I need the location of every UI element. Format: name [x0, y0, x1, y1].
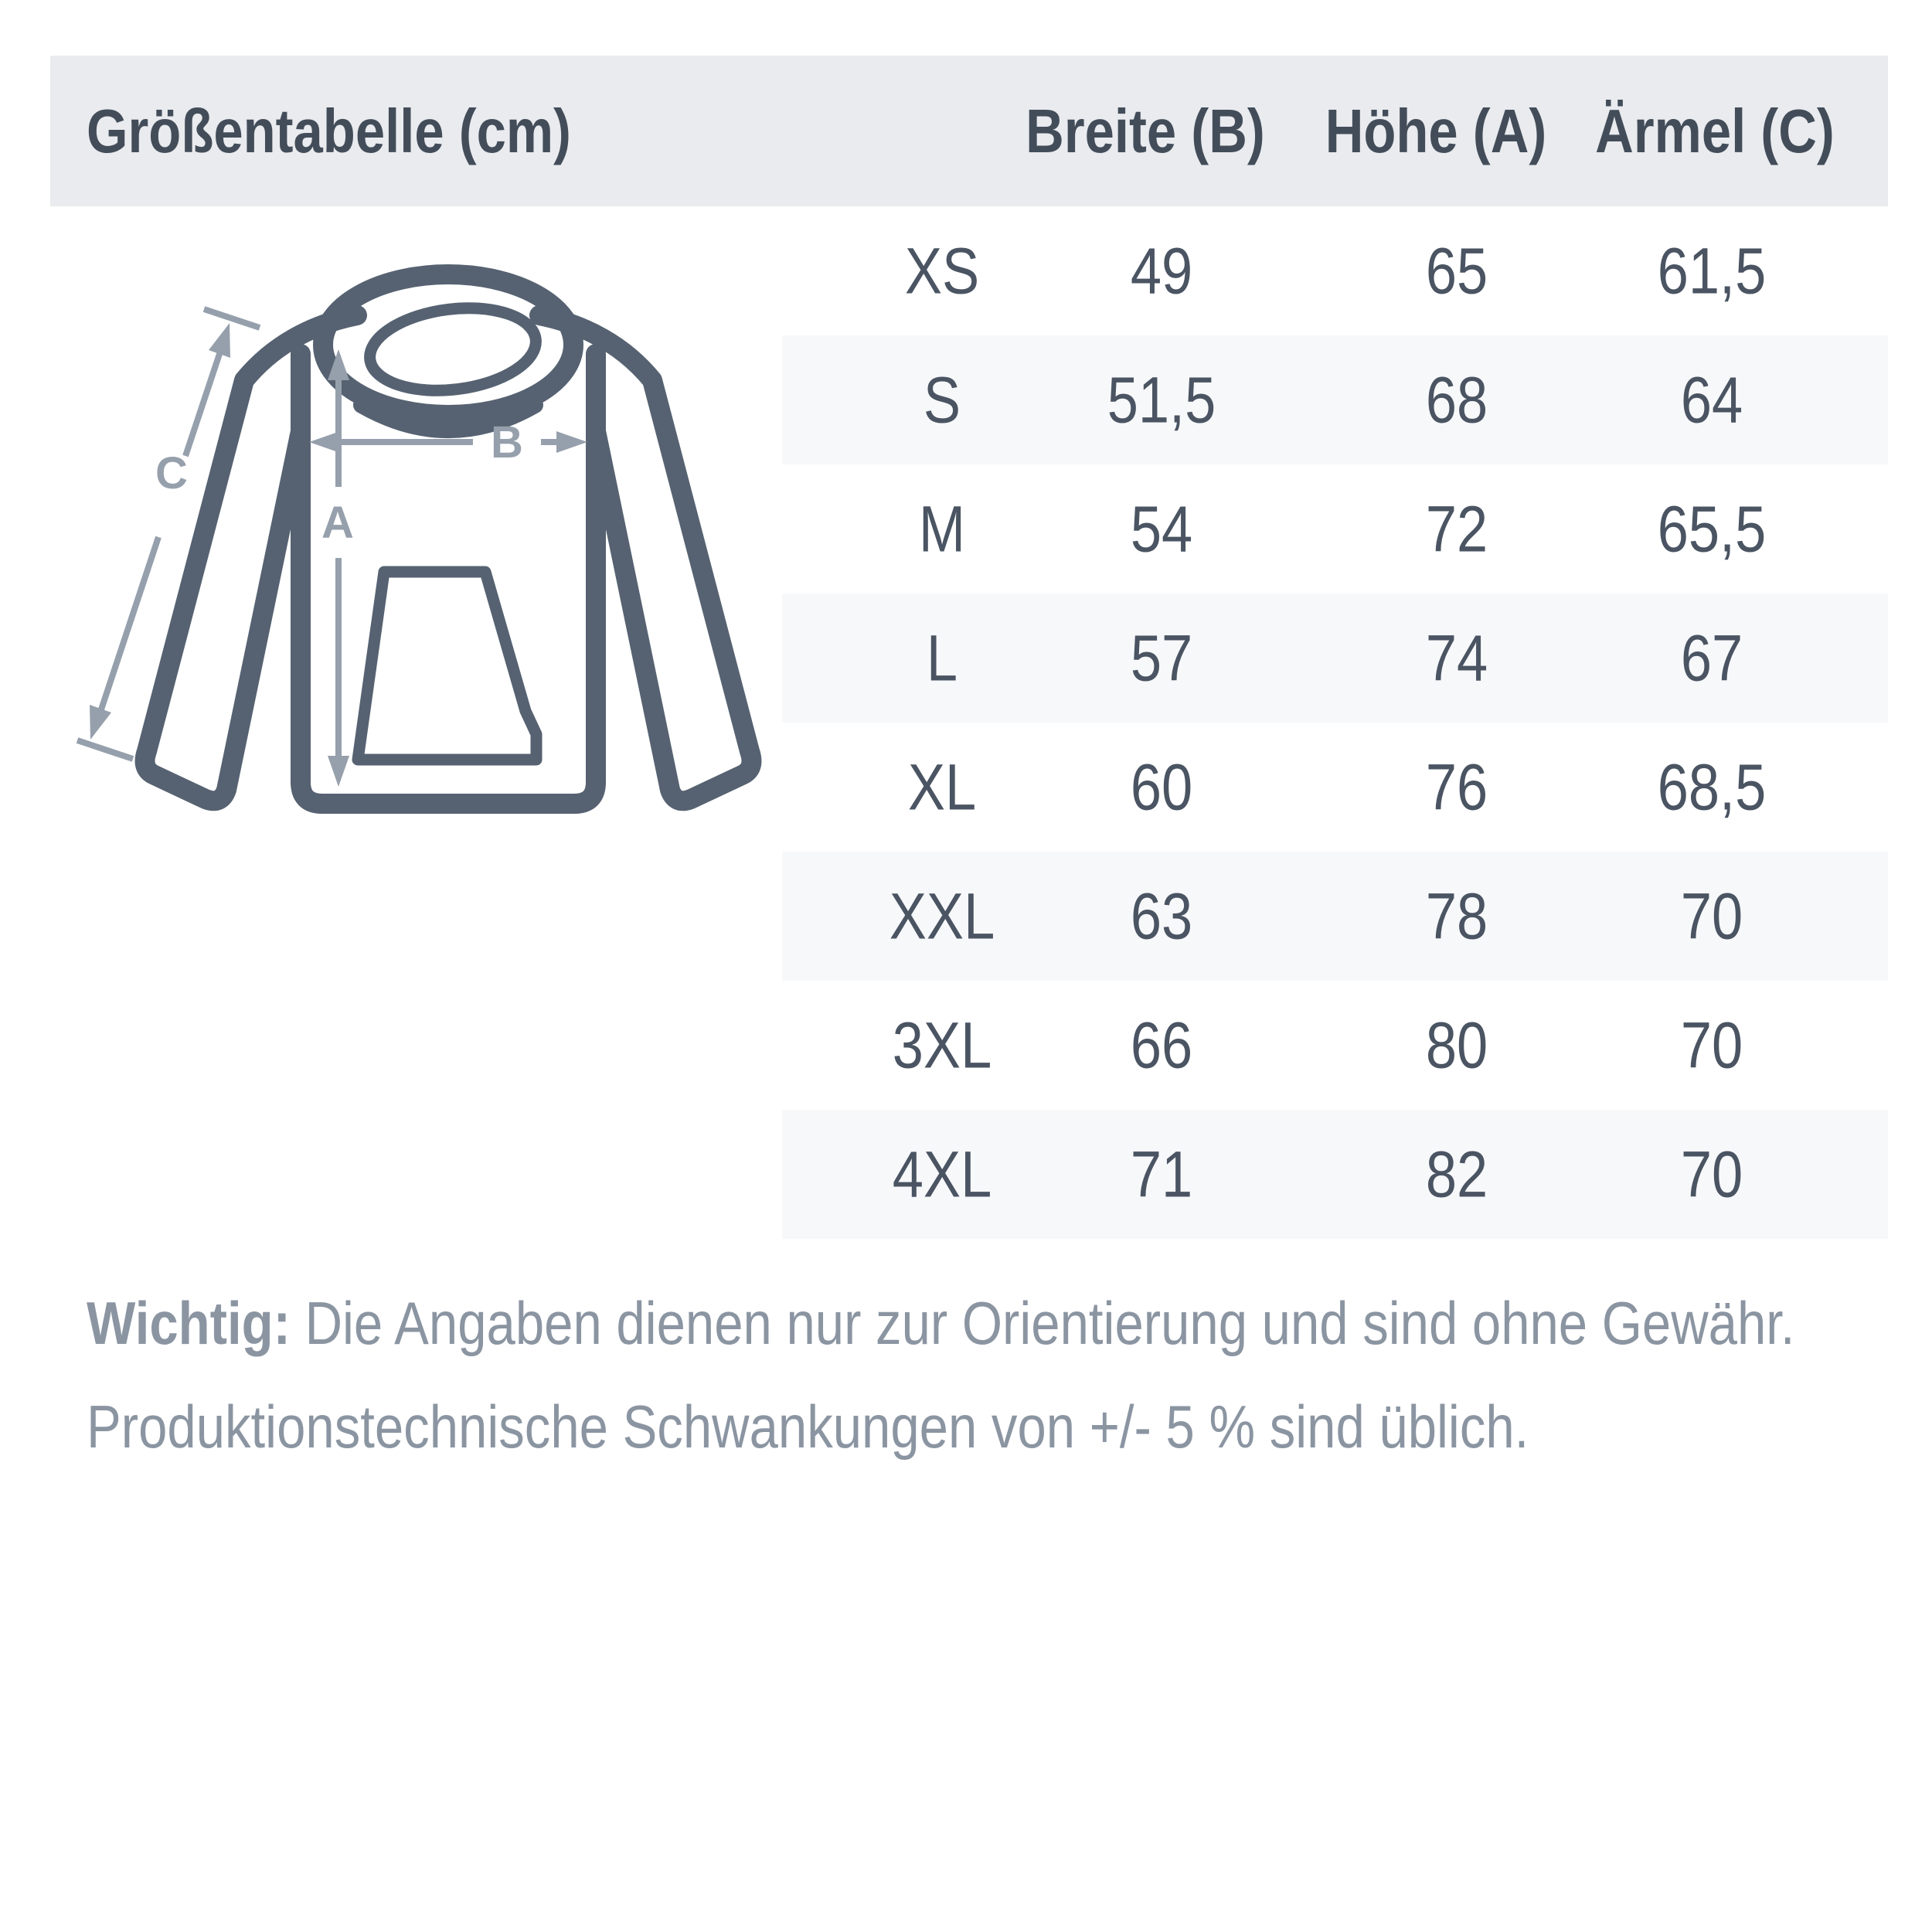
table-row: 3XL 66 80 70 [782, 981, 1888, 1110]
hoodie-right-sleeve [529, 305, 762, 811]
breite-cell: 51,5 [1107, 363, 1216, 436]
breite-cell: 49 [1130, 234, 1193, 307]
hoodie-pocket [352, 566, 543, 766]
measure-arrow-a [328, 349, 349, 787]
size-cell: XL [908, 750, 977, 823]
aermel-cell: 68,5 [1658, 750, 1767, 823]
hoehe-cell: 65 [1425, 234, 1488, 307]
aermel-cell: 65,5 [1658, 492, 1767, 565]
breite-cell: 63 [1130, 879, 1193, 952]
breite-cell: 54 [1130, 492, 1193, 565]
tick-top [202, 306, 261, 331]
label-c: C [155, 448, 188, 498]
hoehe-cell: 78 [1425, 879, 1488, 952]
breite-cell: 60 [1130, 750, 1193, 823]
hoehe-cell: 68 [1425, 363, 1488, 436]
tick-bottom [76, 737, 134, 762]
aermel-cell: 64 [1681, 363, 1743, 436]
breite-cell: 71 [1130, 1138, 1193, 1210]
breite-cell: 57 [1130, 621, 1193, 694]
measure-labels: A B C [155, 417, 523, 548]
size-cell: XS [905, 234, 980, 307]
size-cell: M [919, 492, 966, 565]
size-cell: XXL [889, 879, 995, 952]
size-table: XS 49 65 61,5 S 51,5 68 64 M 54 72 65,5 … [782, 206, 1888, 1239]
hood-inner [364, 302, 542, 396]
aermel-cell: 70 [1681, 1009, 1743, 1081]
hoehe-cell: 82 [1425, 1138, 1488, 1210]
table-row: XS 49 65 61,5 [782, 206, 1888, 335]
disclaimer-lead: Wichtig: [87, 1289, 291, 1357]
table-row: XL 60 76 68,5 [782, 723, 1888, 852]
table-row: S 51,5 68 64 [782, 335, 1888, 464]
table-row: XXL 63 78 70 [782, 852, 1888, 981]
measure-arrow-c [76, 306, 261, 762]
aermel-cell: 67 [1681, 621, 1743, 694]
size-cell: S [923, 363, 961, 436]
breite-cell: 66 [1130, 1009, 1193, 1081]
table-row: M 54 72 65,5 [782, 464, 1888, 594]
hood-outer [313, 264, 583, 425]
hood-chin-arc [353, 396, 543, 438]
hoehe-cell: 76 [1425, 750, 1488, 823]
column-header-aermel: Ärmel (C) [1595, 96, 1835, 165]
hoodie-outline [134, 264, 762, 814]
aermel-cell: 70 [1681, 879, 1743, 952]
hoodie-left-sleeve [134, 305, 367, 811]
size-cell: 4XL [893, 1138, 992, 1210]
page-title: Größentabelle (cm) [87, 96, 571, 165]
hoodie-body [291, 344, 606, 814]
hoodie-size-diagram: A B C [76, 264, 762, 814]
table-row: L 57 74 67 [782, 594, 1888, 723]
hoehe-cell: 80 [1425, 1009, 1488, 1081]
size-cell: 3XL [893, 1009, 992, 1081]
disclaimer-line-2: Produktionstechnische Schwankungen von +… [87, 1393, 1529, 1461]
table-header-bar: Größentabelle (cm) Breite (B) Höhe (A) Ä… [50, 56, 1888, 206]
table-row: 4XL 71 82 70 [782, 1110, 1888, 1239]
disclaimer-line-1-text: Die Angaben dienen nur zur Orientierung … [290, 1289, 1795, 1357]
aermel-cell: 61,5 [1658, 234, 1767, 307]
size-cell: L [927, 621, 958, 694]
hoehe-cell: 72 [1425, 492, 1488, 565]
hoehe-cell: 74 [1425, 621, 1488, 694]
column-header-breite: Breite (B) [1026, 96, 1266, 165]
disclaimer-line-1: Wichtig: Die Angaben dienen nur zur Orie… [87, 1271, 1815, 1375]
measure-arrows: A B C [76, 306, 587, 787]
aermel-cell: 70 [1681, 1138, 1743, 1210]
label-b: B [491, 417, 523, 468]
label-a: A [321, 498, 354, 548]
disclaimer-note: Wichtig: Die Angaben dienen nur zur Orie… [87, 1271, 1815, 1478]
column-header-hoehe: Höhe (A) [1325, 96, 1547, 165]
measure-arrow-b [309, 431, 587, 453]
